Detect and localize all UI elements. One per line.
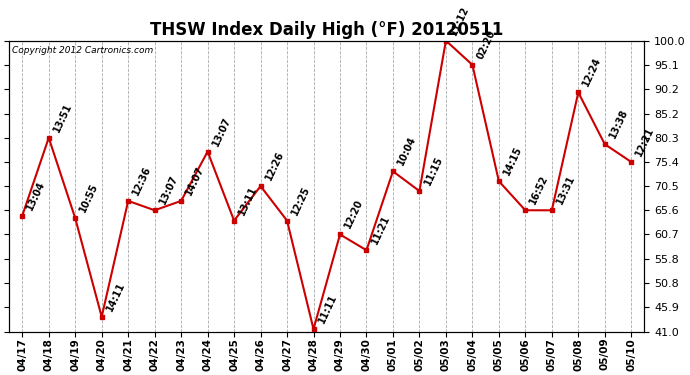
Text: 10:04: 10:04 (396, 135, 418, 167)
Text: 13:07: 13:07 (210, 115, 233, 147)
Text: 14:11: 14:11 (104, 280, 127, 313)
Text: 12:36: 12:36 (131, 164, 153, 197)
Text: 10:55: 10:55 (78, 182, 100, 214)
Text: 12:26: 12:26 (264, 150, 286, 182)
Text: 14:15: 14:15 (502, 145, 524, 177)
Text: 13:11: 13:11 (237, 184, 259, 216)
Text: 02:20: 02:20 (475, 28, 497, 61)
Text: 13:04: 13:04 (25, 179, 47, 212)
Text: 13:51: 13:51 (52, 101, 74, 134)
Text: 13:31: 13:31 (555, 174, 577, 206)
Text: 13:38: 13:38 (608, 108, 630, 140)
Text: Copyright 2012 Cartronics.com: Copyright 2012 Cartronics.com (12, 46, 153, 56)
Text: 11:21: 11:21 (369, 214, 391, 246)
Text: 12:20: 12:20 (343, 198, 365, 230)
Text: 14:07: 14:07 (184, 164, 206, 197)
Text: 12:25: 12:25 (290, 184, 312, 216)
Text: 12:24: 12:24 (581, 56, 603, 88)
Text: 13:07: 13:07 (157, 174, 179, 206)
Text: 11:15: 11:15 (422, 154, 444, 187)
Text: 12:21: 12:21 (634, 126, 656, 158)
Text: 11:11: 11:11 (316, 292, 339, 325)
Title: THSW Index Daily High (°F) 20120511: THSW Index Daily High (°F) 20120511 (150, 21, 504, 39)
Text: 11:12: 11:12 (448, 4, 471, 36)
Text: 16:52: 16:52 (528, 174, 551, 206)
